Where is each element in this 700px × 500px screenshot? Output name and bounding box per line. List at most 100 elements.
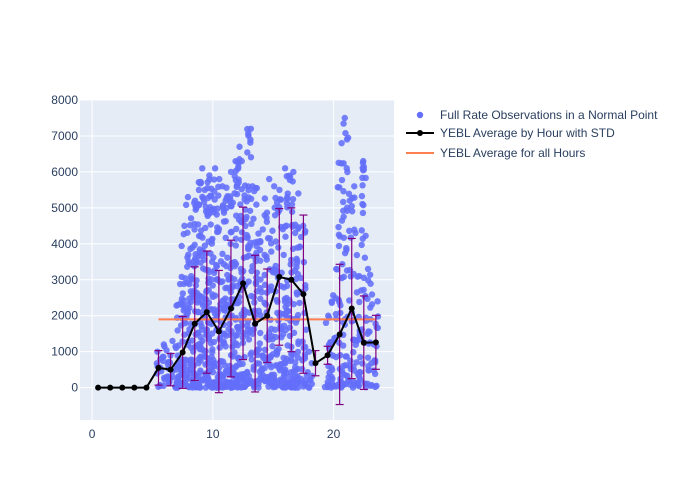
y-tick-label: 0 — [71, 381, 78, 395]
scatter-point — [305, 348, 313, 355]
scatter-point — [199, 165, 206, 172]
scatter-point — [343, 353, 350, 360]
scatter-point — [190, 348, 197, 355]
scatter-point — [340, 160, 347, 167]
scatter-point — [304, 369, 311, 376]
scatter-point — [357, 353, 364, 361]
scatter-point — [221, 330, 228, 337]
y-tick-label: 4000 — [51, 237, 78, 251]
scatter-point — [290, 300, 297, 308]
scatter-point — [232, 242, 240, 249]
scatter-point — [225, 382, 233, 389]
scatter-point — [231, 190, 238, 197]
scatter-point — [364, 265, 372, 273]
average-point — [372, 339, 379, 346]
scatter-point — [188, 356, 196, 364]
scatter-point — [184, 229, 191, 236]
scatter-point — [208, 185, 215, 192]
scatter-point — [175, 342, 182, 349]
scatter-point — [233, 225, 240, 233]
scatter-point — [232, 157, 239, 165]
scatter-point — [347, 357, 354, 364]
scatter-point — [279, 384, 287, 391]
scatter-point — [349, 384, 357, 391]
scatter-point — [269, 336, 276, 343]
scatter-point — [293, 257, 301, 264]
scatter-point — [341, 371, 349, 379]
scatter-point — [165, 373, 173, 381]
scatter-point — [279, 330, 287, 338]
scatter-point — [257, 276, 264, 283]
scatter-point — [282, 233, 289, 240]
scatter-point — [267, 287, 274, 294]
scatter-point — [189, 384, 196, 391]
scatter-point — [359, 209, 367, 217]
scatter-point — [338, 139, 345, 147]
scatter-point — [178, 273, 185, 281]
scatter-point — [221, 362, 229, 369]
scatter-point — [196, 369, 204, 376]
scatter-point — [228, 202, 235, 210]
scatter-point — [346, 197, 353, 204]
scatter-point — [328, 373, 335, 380]
scatter-point — [351, 183, 358, 190]
scatter-point — [234, 300, 241, 307]
scatter-point — [238, 157, 245, 165]
scatter-point — [183, 357, 190, 364]
scatter-point — [222, 284, 229, 292]
scatter-point — [215, 192, 222, 199]
scatter-point — [267, 240, 275, 247]
scatter-point — [238, 229, 246, 236]
scatter-point — [183, 279, 191, 287]
scatter-point — [368, 301, 376, 308]
x-tick-label: 10 — [206, 427, 220, 441]
y-tick-label: 6000 — [51, 165, 78, 179]
y-tick-label: 5000 — [51, 201, 78, 215]
scatter-point — [276, 186, 283, 194]
scatter-point — [288, 201, 296, 208]
scatter-point — [243, 331, 251, 338]
scatter-point — [347, 273, 354, 280]
scatter-point — [374, 298, 381, 305]
scatter-point — [348, 202, 355, 210]
scatter-point — [283, 282, 291, 290]
scatter-point — [281, 165, 289, 172]
scatter-point — [294, 348, 302, 356]
scatter-point — [208, 276, 215, 283]
scatter-point — [269, 227, 276, 234]
average-point — [107, 384, 114, 391]
scatter-point — [364, 295, 371, 302]
scatter-point — [244, 322, 251, 330]
scatter-point — [233, 362, 240, 369]
scatter-point — [263, 218, 271, 225]
scatter-point — [251, 299, 258, 306]
scatter-point — [286, 324, 294, 331]
scatter-point — [366, 328, 373, 335]
scatter-point — [334, 266, 341, 273]
scatter-point — [234, 165, 242, 172]
scatter-point — [288, 208, 296, 215]
scatter-point — [232, 260, 240, 268]
scatter-point — [335, 223, 342, 231]
scatter-point — [209, 235, 216, 243]
average-point — [131, 384, 138, 391]
average-point — [143, 384, 150, 391]
scatter-point — [261, 299, 268, 307]
scatter-point — [299, 338, 306, 345]
scatter-point — [184, 193, 192, 201]
scatter-point — [184, 263, 191, 270]
scatter-point — [343, 165, 350, 172]
scatter-point — [226, 193, 234, 200]
scatter-point — [244, 233, 251, 241]
scatter-point — [184, 382, 191, 390]
scatter-point — [271, 326, 279, 333]
scatter-point — [336, 184, 343, 191]
scatter-point — [245, 186, 252, 194]
scatter-point — [270, 371, 278, 379]
scatter-point — [207, 221, 214, 228]
scatter-point — [169, 337, 176, 345]
scatter-point — [248, 267, 255, 275]
scatter-point — [219, 278, 226, 285]
scatter-point — [174, 327, 181, 334]
scatter-point — [210, 254, 217, 261]
